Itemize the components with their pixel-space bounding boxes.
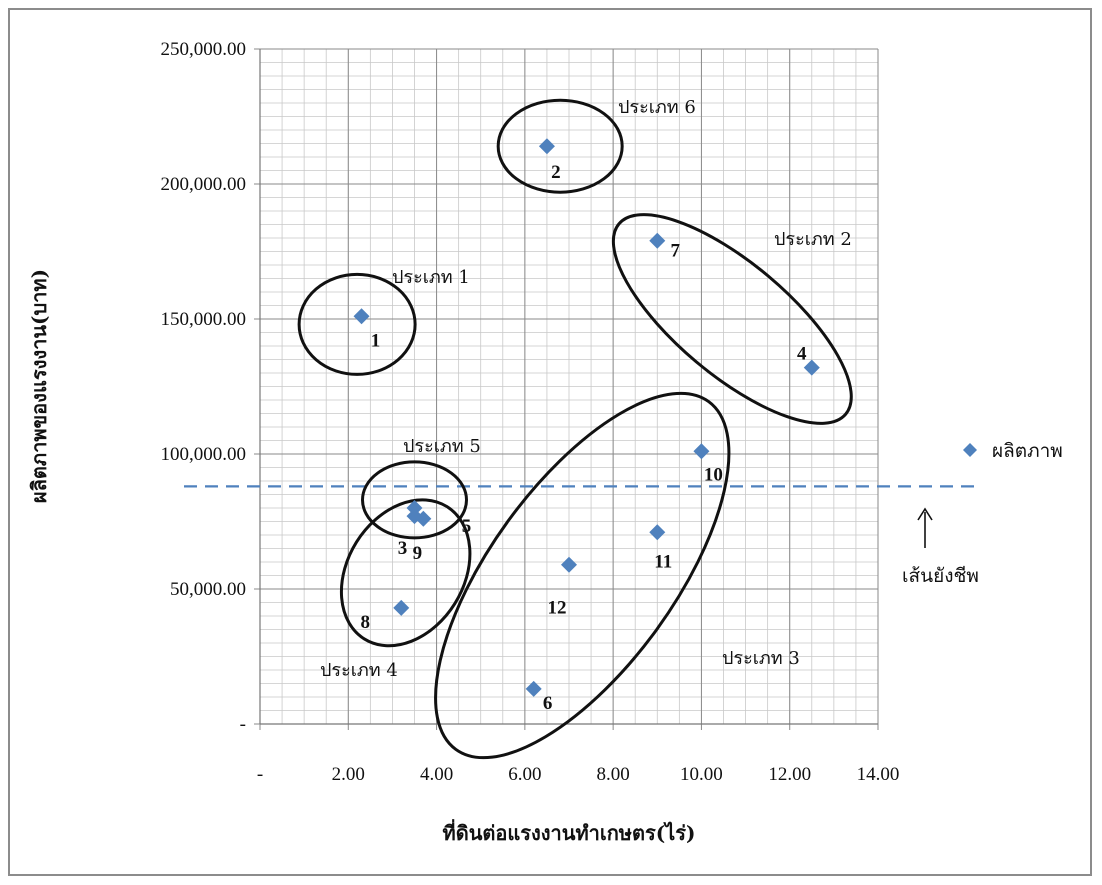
group-label: ประเภท 5 — [403, 436, 481, 457]
group-label: ประเภท 2 — [774, 229, 852, 250]
point-label: 5 — [462, 516, 472, 537]
group-labels: ประเภท 1 ประเภท 2 ประเภท 3 ประเภท 4 ประเภท 5… — [320, 97, 852, 681]
point-label: 12 — [548, 598, 567, 619]
x-tick-label: 10.00 — [680, 764, 723, 785]
x-axis-title: ที่ดินต่อแรงงานทำเกษตร(ไร่) — [443, 818, 696, 845]
y-tick-label: 200,000.00 — [161, 174, 247, 195]
data-point — [406, 500, 423, 516]
x-tick-label: 14.00 — [857, 764, 900, 785]
data-point — [525, 680, 542, 697]
data-point — [693, 443, 710, 460]
point-label: 6 — [543, 693, 553, 714]
point-label: 10 — [704, 464, 723, 485]
group-2-ellipse — [611, 213, 853, 425]
x-tick-label: 2.00 — [332, 764, 365, 785]
x-tick-label: 8.00 — [597, 764, 630, 785]
axes — [259, 49, 878, 725]
group-5-ellipse — [361, 460, 468, 540]
point-label: 8 — [361, 612, 371, 633]
grid-lines — [254, 48, 879, 730]
group-label: ประเภท 1 — [392, 267, 470, 288]
y-tick-label: 250,000.00 — [161, 39, 247, 60]
group-3-ellipse — [434, 391, 731, 760]
point-label: 4 — [797, 344, 807, 365]
group-1-ellipse — [297, 272, 417, 376]
group-6-ellipse — [496, 98, 624, 194]
x-tick-labels: - 2.00 4.00 6.00 8.00 10.00 12.00 14.00 — [257, 764, 900, 785]
point-label: 2 — [551, 162, 561, 183]
subsistence-annotation: เส้นยังชีพ — [902, 507, 979, 587]
x-tick-label: 6.00 — [508, 764, 541, 785]
arrow-head-icon — [917, 507, 933, 521]
x-tick-label: - — [257, 764, 263, 785]
point-label: 9 — [413, 543, 423, 564]
data-point — [649, 524, 666, 541]
subsistence-line-label: เส้นยังชีพ — [902, 565, 979, 587]
data-point — [803, 359, 820, 376]
group-4-ellipse — [339, 498, 472, 648]
data-point — [353, 308, 370, 325]
y-tick-label: - — [240, 714, 246, 735]
x-tick-label: 12.00 — [768, 764, 811, 785]
group-label: ประเภท 4 — [320, 660, 398, 681]
point-label: 7 — [671, 241, 681, 262]
legend-marker — [963, 443, 977, 457]
data-points — [353, 138, 820, 697]
legend: ผลิตภาพ — [963, 440, 1063, 462]
chart-frame — [8, 8, 1092, 876]
legend-label: ผลิตภาพ — [992, 440, 1063, 462]
y-tick-labels: - 50,000.00 100,000.00 150,000.00 200,000.00… — [161, 39, 247, 735]
x-tick-label: 4.00 — [420, 764, 453, 785]
point-label: 3 — [398, 538, 408, 559]
y-tick-label: 150,000.00 — [161, 309, 247, 330]
y-tick-label: 50,000.00 — [170, 579, 246, 600]
group-label: ประเภท 3 — [722, 648, 800, 669]
y-tick-label: 100,000.00 — [161, 444, 247, 465]
point-label: 1 — [371, 330, 381, 351]
data-point — [649, 232, 666, 249]
y-axis-title: ผลิตภาพของแรงงาน(บาท) — [27, 269, 51, 503]
data-point — [393, 599, 410, 616]
data-point — [538, 138, 555, 155]
group-label: ประเภท 6 — [618, 97, 696, 118]
data-point — [561, 556, 577, 573]
group-ellipses — [297, 98, 853, 760]
point-label: 11 — [654, 551, 672, 572]
data-point — [415, 510, 432, 527]
